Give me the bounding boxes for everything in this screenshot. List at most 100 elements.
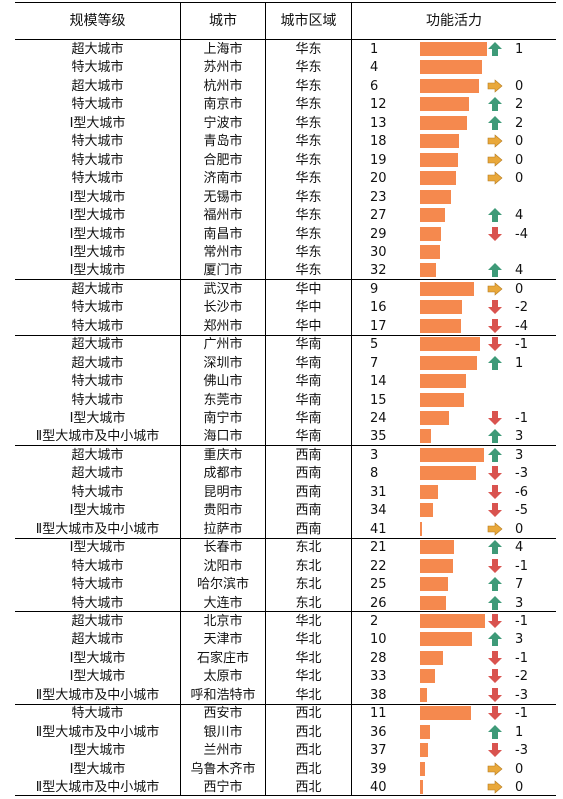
city-cell: 昆明市 [203,484,243,500]
city-cell: 北京市 [203,613,243,629]
scale-cell: Ⅱ型大城市及中小城市 [35,521,160,537]
vitality-bar [420,429,432,444]
scale-cell: 特大城市 [71,484,124,500]
change-cell: -2 [515,300,528,316]
arrow-right-icon [487,133,503,149]
scale-cell: Ⅰ型大城市 [69,761,126,777]
table-row: Ⅱ型大城市及中小城市 呼和浩特市 华北 38 -3 [15,686,556,704]
change-cell: 0 [515,78,524,94]
arrow-up-icon [487,539,503,555]
vitality-bar [420,466,476,481]
city-cell: 银川市 [203,724,243,740]
city-cell: 兰州市 [203,743,243,759]
city-cell: 海口市 [203,429,243,445]
table-row: Ⅱ型大城市及中小城市 西宁市 西北 40 0 [15,778,556,796]
rank-cell: 38 [370,687,387,703]
city-cell: 呼和浩特市 [190,687,256,703]
change-cell: 1 [515,355,524,371]
arrow-up-icon [487,115,503,131]
scale-cell: 特大城市 [71,392,124,408]
rank-cell: 5 [370,337,379,353]
city-cell: 上海市 [203,42,243,57]
scale-cell: 特大城市 [71,152,124,168]
change-cell [515,58,555,76]
region-cell: 华南 [295,374,322,390]
change-cell: -1 [515,558,528,574]
arrow-up-icon [487,96,503,112]
region-cell: 华南 [295,392,322,408]
city-cell: 无锡市 [203,189,243,205]
city-cell: 拉萨市 [203,521,243,537]
vitality-bar [420,613,486,628]
table-row: 特大城市 东莞市 华南 15 [15,391,556,409]
table-row: Ⅰ型大城市 福州市 华东 27 4 [15,206,556,224]
vitality-bar [420,632,473,647]
table-row: Ⅰ型大城市 宁波市 华东 13 2 [15,114,556,132]
region-cell: 西南 [295,503,322,519]
region-cell: 华南 [295,337,322,353]
region-cell: 华北 [295,687,322,703]
change-cell: -4 [515,318,528,334]
region-cell: 西北 [295,724,322,740]
change-cell: 4 [515,208,524,224]
arrow-up-icon [487,576,503,592]
arrow-up-icon [487,428,503,444]
rank-cell: 36 [370,724,387,740]
table-row: Ⅰ型大城市 乌鲁木齐市 西北 39 0 [15,760,556,778]
arrow-down-icon [487,336,503,352]
rank-cell: 31 [370,484,387,500]
column-divider [265,2,266,796]
table-row: 特大城市 佛山市 华南 14 [15,372,556,390]
vitality-bar [420,392,465,407]
vitality-bar [420,780,424,794]
region-cell: 华中 [295,300,322,316]
arrow-right-icon [487,281,503,297]
change-cell: 3 [515,429,524,445]
scale-cell: 特大城市 [71,300,124,316]
change-cell: 7 [515,577,524,593]
arrow-down-icon [487,613,503,629]
change-cell: -3 [515,743,528,759]
region-cell: 东北 [295,558,322,574]
table-row: 超大城市 成都市 西南 8 -3 [15,464,556,482]
scale-cell: Ⅰ型大城市 [69,540,126,556]
region-cell: 华北 [295,669,322,685]
rank-cell: 7 [370,355,379,371]
arrow-up-icon [487,447,503,463]
rank-cell: 4 [370,60,379,76]
vitality-bar [420,115,468,130]
vitality-bar [420,503,434,518]
region-group-divider [15,611,556,613]
rank-cell: 16 [370,300,387,316]
region-cell: 华东 [295,263,322,279]
city-cell: 合肥市 [203,152,243,168]
table-row: Ⅰ型大城市 石家庄市 华北 28 -1 [15,649,556,667]
region-cell: 西北 [295,706,322,722]
rank-cell: 22 [370,558,387,574]
table-row: 超大城市 深圳市 华南 7 1 [15,354,556,372]
city-cell: 石家庄市 [196,650,249,666]
city-cell: 大连市 [203,595,243,611]
region-cell: 华东 [295,97,322,113]
city-cell: 西宁市 [203,780,243,795]
rank-cell: 12 [370,97,387,113]
rank-cell: 41 [370,521,387,537]
city-vitality-table: 规模等级 城市 城市区域 功能活力 超大城市 上海市 华东 1 1 特大城市 苏州市 华东 4 超… [15,2,556,796]
table-row: 特大城市 南京市 华东 12 2 [15,95,556,113]
vitality-bar [420,263,437,278]
change-cell: -1 [515,613,528,629]
region-cell: 华中 [295,281,322,297]
rank-cell: 1 [370,42,379,57]
change-cell: 1 [515,42,524,57]
scale-cell: 超大城市 [71,281,124,297]
change-cell: -1 [515,650,528,666]
city-cell: 乌鲁木齐市 [190,761,256,777]
table-row: 超大城市 武汉市 华中 9 0 [15,280,556,298]
region-group-divider [15,703,556,705]
arrow-up-icon [487,262,503,278]
arrow-up-icon [487,41,503,57]
arrow-up-icon [487,355,503,371]
city-cell: 苏州市 [203,60,243,76]
scale-cell: Ⅰ型大城市 [69,244,126,260]
scale-cell: 特大城市 [71,374,124,390]
